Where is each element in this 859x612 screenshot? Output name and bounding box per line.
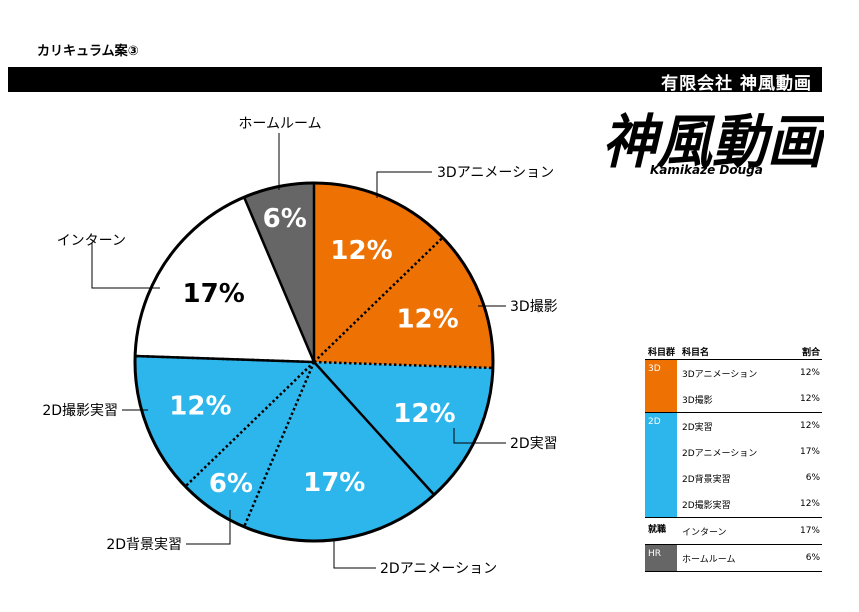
pie-slice [244,362,435,542]
table-group-name: 2D [645,413,677,517]
slice-percent-label: 6% [263,204,307,234]
slice-percent-label: 6% [209,469,253,499]
table-percent: 17% [799,447,820,457]
callout-leader-line [376,171,432,198]
table-row: ホームルーム 6% [677,545,822,571]
table-percent: 6% [805,553,820,563]
callout-leader-line [91,243,160,289]
table-row: 2D実習 12% [677,413,822,439]
slice-separator [135,354,315,364]
table-row: 2D背景実習 6% [677,465,822,491]
pie-slice [314,237,493,368]
table-subject: 3D撮影 [682,395,713,406]
slice-separator [242,196,316,363]
header-subject: 科目名 [682,347,710,358]
pie-slice [244,183,314,362]
slice-category-label: 2D撮影実習 [42,402,118,419]
table-subject: 2D実習 [682,422,713,433]
callout-leader-line [333,540,376,569]
table-row: 2Dアニメーション 17% [677,439,822,465]
slice-category-label: 3D撮影 [510,298,558,315]
header-percent: 割合 [801,347,820,358]
table-group: 就職 インターン 17% [645,518,822,545]
table-group: 3D 3Dアニメーション 12% 3D撮影 12% [645,360,822,413]
company-name: 有限会社 神風動画 [661,74,812,94]
slice-category-label: 3Dアニメーション [437,165,554,181]
table-percent: 12% [799,421,820,431]
pie-slice [314,183,443,362]
document-title: カリキュラム案③ [37,44,139,59]
table-row: 2D撮影実習 12% [677,491,822,517]
table-group: HR ホームルーム 6% [645,545,822,572]
table-subject: 2D撮影実習 [682,500,731,511]
table-subject: 3Dアニメーション [682,369,758,380]
table-group-name: HR [645,545,677,571]
slice-separator [313,361,435,496]
table-subject: 2Dアニメーション [682,448,758,459]
table-subject: インターン [682,527,727,538]
table-row: 3D撮影 12% [677,386,822,412]
header-group: 科目群 [648,347,676,358]
table-group-name: 3D [645,360,677,412]
table-percent: 17% [799,526,820,536]
pie-slice [314,362,493,495]
table-subject: 2D背景実習 [682,474,731,485]
table-group-name: 就職 [645,518,677,544]
pie-slice [185,362,314,527]
svg-text:神風動画: 神風動画 [602,108,824,176]
slice-category-label: 2D実習 [510,436,558,452]
logo: 神風動画 [602,108,824,176]
table-group: 2D 2D実習 12% 2Dアニメーション 17% 2D背景実習 6% 2D撮影実習 12% [645,413,822,518]
pie-outline [133,181,495,543]
slice-percent-label: 17% [303,468,365,498]
slice-percent-label: 12% [169,392,231,422]
table-row: 3Dアニメーション 12% [677,360,822,386]
logo-subtitle: Kamikaze Douga [650,163,763,177]
slice-category-label: インターン [57,233,126,249]
table-percent: 6% [805,473,820,483]
callout-leader-line [453,428,506,444]
table-subject: ホームルーム [682,554,736,565]
slice-category-label: 2D背景実習 [106,537,182,553]
slice-category-label: ホームルーム [238,116,321,132]
table-percent: 12% [799,368,820,378]
slice-percent-label: 12% [393,399,455,429]
table-header: 科目群 科目名 割合 [645,343,822,360]
header-bar: 有限会社 神風動画 [8,67,822,94]
slice-category-label: 2Dアニメーション [380,561,497,577]
table-row: インターン 17% [677,518,822,544]
slice-percent-label: 12% [396,304,458,334]
slice-percent-label: 17% [183,279,245,309]
pie-slice [135,356,314,487]
pie-slice [135,197,314,362]
slice-percent-label: 12% [330,236,392,266]
table-percent: 12% [799,499,820,509]
callout-leader-line [186,510,231,545]
table-percent: 12% [799,394,820,404]
curriculum-table: 科目群 科目名 割合 3D 3Dアニメーション 12% 3D撮影 12% 2D 2D実習 12… [645,343,822,572]
